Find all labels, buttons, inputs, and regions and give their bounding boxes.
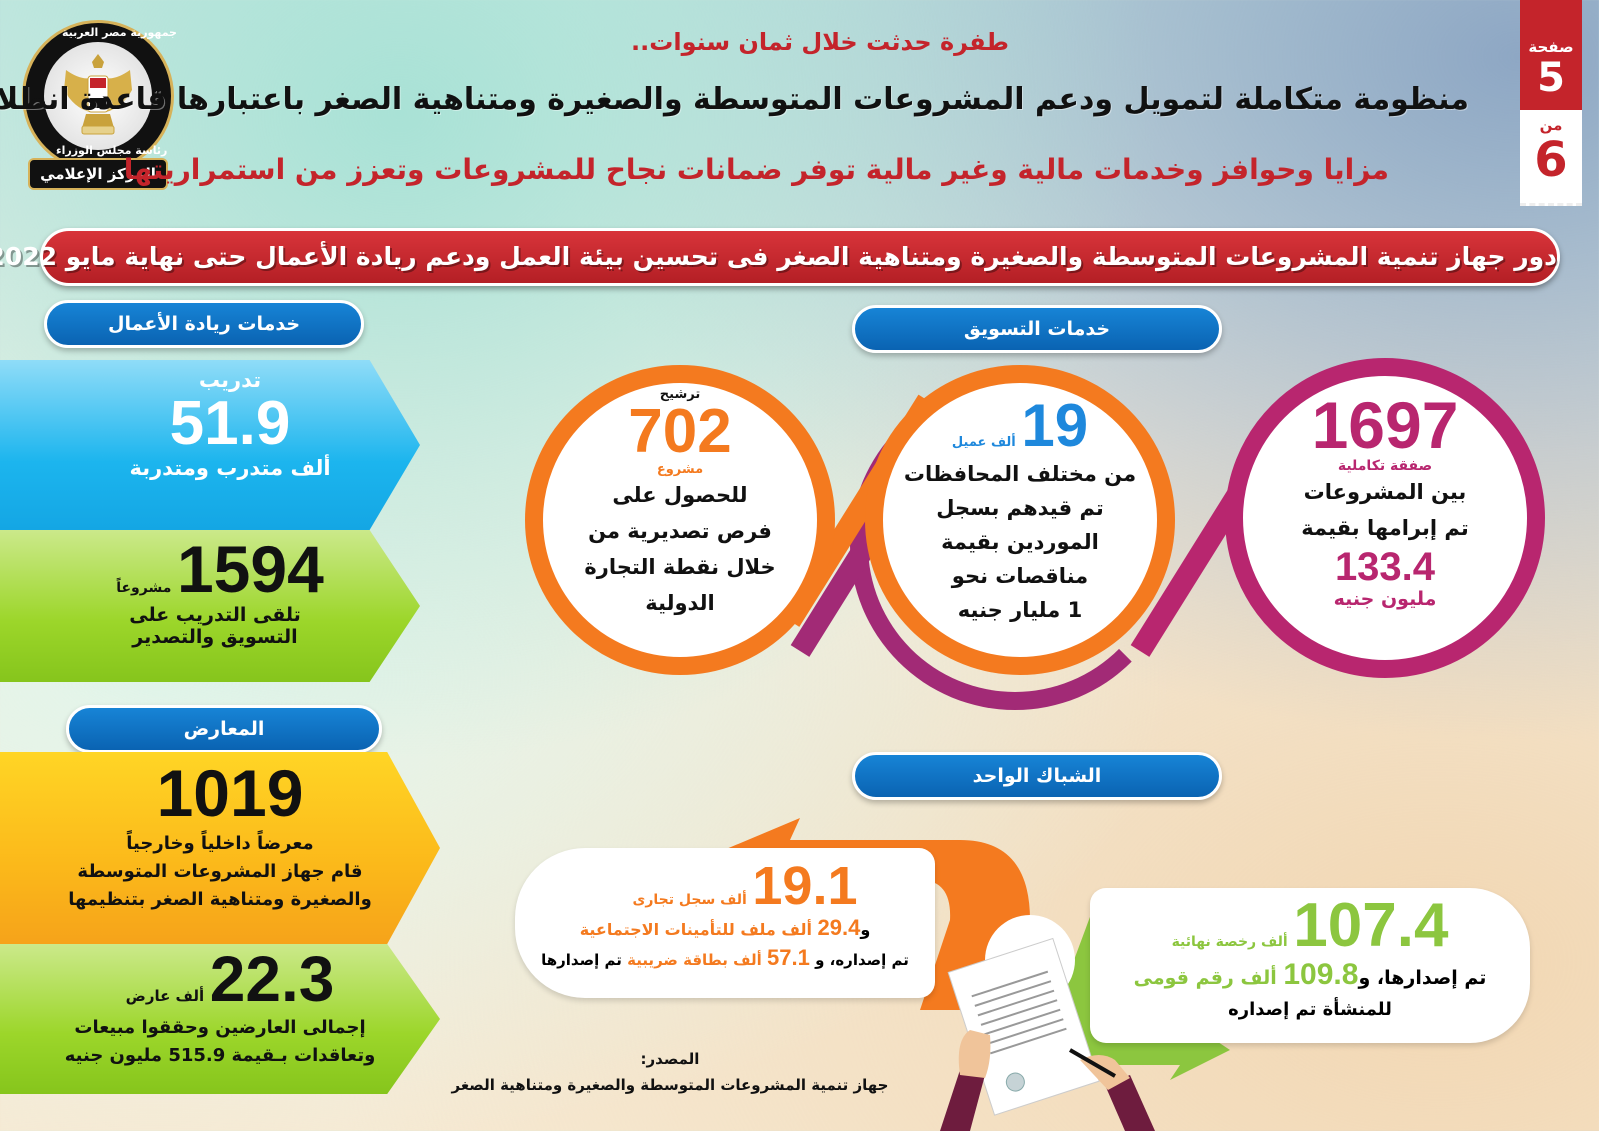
- license-unit: ألف رخصة نهائية: [1171, 934, 1288, 950]
- projects-value: 1594: [176, 532, 324, 606]
- clients-unit: ألف عميل: [951, 435, 1016, 450]
- export-circle: ترشيح 702 مشروع للحصول على فرص تصديرية م…: [525, 365, 835, 675]
- section-banner: دور جهاز تنمية المشروعات المتوسطة والصغي…: [0, 228, 1560, 286]
- insurance-prefix: و: [860, 920, 871, 939]
- national-id-line: تم إصدارها، و109.8 ألف رقم قومى: [1090, 958, 1530, 995]
- export-unit: مشروع: [656, 462, 704, 477]
- exhibitors-unit: ألف عارض: [125, 987, 205, 1005]
- insurance-text: ألف ملف للتأمينات الاجتماعية: [579, 920, 812, 939]
- page-subtitle: مزايا وحوافز وخدمات مالية وغير مالية توف…: [123, 153, 1389, 186]
- national-id-prefix: تم إصدارها، و: [1358, 967, 1487, 989]
- exhibitions-line2: قام جهاز المشروعات المتوسطة: [77, 861, 363, 882]
- projects-line2: التسويق والتصدير: [132, 626, 298, 648]
- exhibitors-block: 22.3 ألف عارض إجمالى العارضين وحققوا مبي…: [0, 944, 440, 1094]
- header-tagline: طفرة حدثت خلال ثمان سنوات..: [631, 28, 1009, 56]
- deals-circle: 1697 صفقة تكاملية بين المشروعات تم إبرام…: [1225, 358, 1545, 678]
- commercial-register-card: 19.1 ألف سجل تجارى و29.4 ألف ملف للتأمين…: [515, 848, 935, 998]
- export-line4: الدولية: [645, 591, 715, 615]
- pill-exhibitions: المعارض: [66, 705, 382, 753]
- tax-line-c: تم إصدارها: [541, 951, 622, 969]
- training-label: تدريب: [198, 368, 262, 392]
- logo-top-arc-text: جمهورية مصر العربية: [62, 26, 177, 39]
- exhibitions-count-block: 1019 معرضاً داخلياً وخارجياً قام جهاز ال…: [0, 752, 440, 944]
- license-value: 107.4: [1293, 891, 1449, 960]
- tax-line-a: تم إصداره، و: [815, 951, 909, 969]
- export-line2: فرص تصديرية من: [588, 519, 772, 543]
- national-id-text: ألف رقم قومى: [1133, 967, 1277, 989]
- export-line1: للحصول على: [612, 483, 748, 507]
- deals-value: 1697: [1311, 388, 1459, 462]
- exhibitors-line1: إجمالى العارضين وحققوا مبيعات: [74, 1017, 366, 1038]
- license-row: 107.4 ألف رخصة نهائية: [1090, 894, 1530, 958]
- deals-amount: 133.4: [1334, 545, 1436, 589]
- tax-card-line: تم إصداره، و 57.1 ألف بطاقة ضريبية تم إص…: [515, 944, 935, 974]
- exhibitions-value: 1019: [156, 756, 304, 830]
- tax-value: 57.1: [767, 945, 810, 970]
- training-stat-block: تدريب 51.9 ألف متدرب ومتدربة: [0, 360, 420, 530]
- tax-line-b: ألف بطاقة ضريبية: [627, 951, 762, 969]
- cr-value: 19.1: [752, 856, 858, 916]
- cr-unit: ألف سجل تجارى: [632, 892, 747, 908]
- media-center-logo: جمهورية مصر العربية رئاسة مجلس الوزراء ا…: [22, 20, 177, 192]
- clients-value: 19: [1021, 392, 1089, 459]
- document-signing-illustration-icon: [940, 915, 1155, 1131]
- clients-line2: تم قيدهم بسجل: [936, 496, 1104, 520]
- deals-unit: صفقة تكاملية: [1337, 458, 1433, 474]
- final-license-card: 107.4 ألف رخصة نهائية تم إصدارها، و109.8…: [1090, 888, 1530, 1043]
- clients-line5: 1 مليار جنيه: [957, 598, 1083, 622]
- clients-line3: الموردين بقيمة: [941, 530, 1099, 554]
- page-word: صفحة: [1528, 38, 1574, 56]
- logo-bottom-arc-text: رئاسة مجلس الوزراء: [56, 144, 168, 157]
- eagle-emblem-icon: [64, 54, 132, 135]
- exhibitions-line3: والصغيرة ومتناهية الصغر بتنظيمها: [68, 889, 372, 910]
- deals-line2: تم إبرامها بقيمة: [1301, 516, 1469, 540]
- clients-line4: مناقصات نحو: [951, 564, 1089, 588]
- projects-trained-block: 1594 مشروعاً تلقى التدريب على التسويق وا…: [0, 530, 420, 682]
- pill-marketing-services: خدمات التسويق: [852, 305, 1222, 353]
- deals-line1: بين المشروعات: [1303, 480, 1467, 504]
- export-line3: خلال نقطة التجارة: [584, 555, 776, 579]
- national-id-value: 109.8: [1283, 958, 1359, 991]
- page-indicator: صفحة 5 من 6: [1520, 0, 1582, 210]
- source-label: المصدر:: [640, 1050, 700, 1068]
- page-total-block: من 6: [1520, 110, 1582, 206]
- projects-unit: مشروعاً: [116, 580, 172, 596]
- projects-row: 1594 مشروعاً: [0, 534, 420, 604]
- exhibitors-line2: وتعاقدات بـقيمة 515.9 مليون جنيه: [64, 1045, 376, 1066]
- training-value: 51.9: [169, 389, 291, 458]
- pill-entrepreneurship-services: خدمات ريادة الأعمال: [44, 300, 364, 348]
- insurance-value: 29.4: [817, 915, 861, 940]
- clients-row: 19 ألف عميل: [883, 395, 1157, 457]
- page-current-number: 5: [1537, 55, 1565, 101]
- export-top-label: ترشيح: [659, 387, 701, 402]
- page-title: منظومة متكاملة لتمويل ودعم المشروعات الم…: [0, 82, 1470, 117]
- pill-single-window: الشباك الواحد: [852, 752, 1222, 800]
- deals-amount-unit: مليون جنيه: [1333, 588, 1437, 610]
- exhibitors-value: 22.3: [209, 943, 335, 1015]
- logo-banner: المركز الإعلامي: [28, 158, 168, 190]
- insurance-line: و29.4 ألف ملف للتأمينات الاجتماعية: [515, 914, 935, 944]
- training-unit: ألف متدرب ومتدربة: [129, 456, 331, 480]
- source-note: المصدر: جهاز تنمية المشروعات المتوسطة وا…: [420, 1046, 920, 1098]
- cr-row: 19.1 ألف سجل تجارى: [515, 858, 935, 914]
- source-text: جهاز تنمية المشروعات المتوسطة والصغيرة و…: [451, 1076, 889, 1094]
- clients-circle: 19 ألف عميل من مختلف المحافظات تم قيدهم …: [865, 365, 1175, 675]
- projects-line1: تلقى التدريب على: [129, 604, 301, 626]
- page-total-number: 6: [1534, 132, 1568, 188]
- page-current-block: صفحة 5: [1520, 0, 1582, 110]
- export-value: 702: [628, 397, 732, 466]
- clients-line1: من مختلف المحافظات: [903, 462, 1137, 486]
- page-of-word: من: [1539, 116, 1563, 134]
- exhibitors-row: 22.3 ألف عارض: [0, 944, 440, 1014]
- exhibitions-line1: معرضاً داخلياً وخارجياً: [126, 833, 314, 854]
- national-id-line3: للمنشأة تم إصداره: [1228, 999, 1392, 1020]
